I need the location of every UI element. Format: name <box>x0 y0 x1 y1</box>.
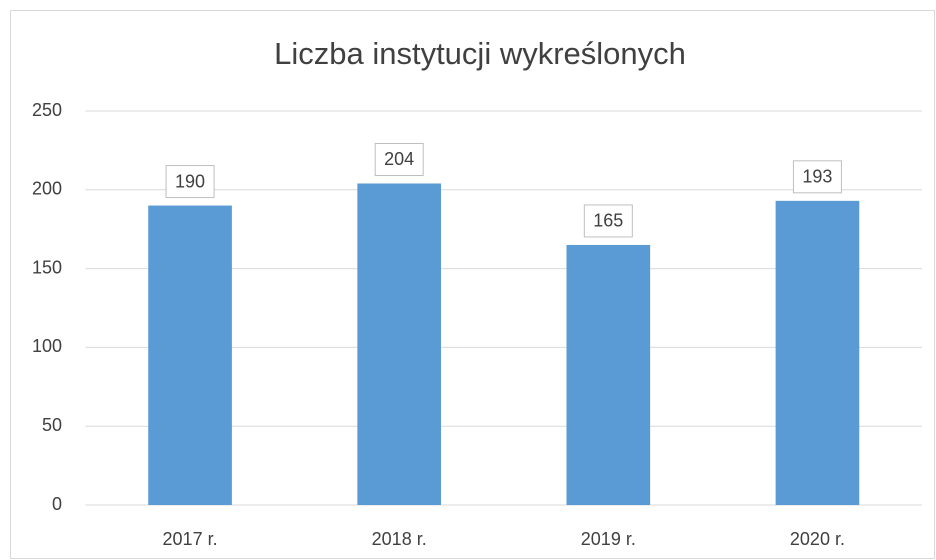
y-tick-label: 200 <box>32 179 62 199</box>
bar <box>357 183 442 505</box>
data-label: 190 <box>175 171 205 191</box>
x-tick-label: 2020 r. <box>790 529 845 549</box>
data-label-box <box>583 204 633 238</box>
x-tick-label: 2017 r. <box>163 529 218 549</box>
bar <box>566 244 651 505</box>
x-tick-label: 2019 r. <box>581 529 636 549</box>
data-label-box <box>165 165 215 199</box>
x-tick-label: 2018 r. <box>372 529 427 549</box>
bar <box>148 205 232 505</box>
y-tick-label: 0 <box>52 494 62 514</box>
data-label: 165 <box>593 211 623 231</box>
y-tick-label: 150 <box>32 257 62 277</box>
data-label: 193 <box>802 167 832 187</box>
bar <box>775 200 860 505</box>
data-label-box <box>792 160 842 194</box>
y-tick-label: 50 <box>42 415 62 435</box>
data-label-box <box>374 142 424 176</box>
chart-title: Liczba instytucji wykreślonych <box>274 36 686 71</box>
data-label: 204 <box>384 149 414 169</box>
y-tick-label: 100 <box>32 336 62 356</box>
y-tick-label: 250 <box>32 100 62 120</box>
